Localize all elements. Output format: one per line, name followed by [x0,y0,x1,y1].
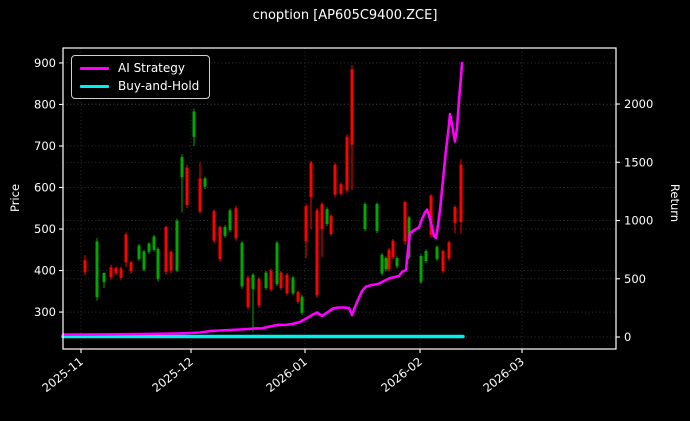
date-tick-label: 2026-02 [378,354,424,395]
candle-body [251,274,255,290]
candle-body [129,262,133,272]
candle-body [185,167,189,205]
return-tick-label: 2000 [624,97,653,111]
candle-body [339,184,343,194]
price-tick-label: 800 [34,97,56,111]
date-tick-label: 2025-11 [39,354,85,395]
price-tick-label: 500 [34,222,56,236]
legend-item-ai-strategy: AI Strategy [80,61,199,75]
ai-strategy-line-swatch [80,66,109,70]
candle-body [441,251,445,271]
candle-body [391,240,395,257]
candle-body [119,268,123,279]
candle-body [246,277,250,308]
candle-body [325,209,329,225]
price-tick-label: 900 [34,56,56,70]
candle-body [453,207,457,223]
candle-body [212,211,216,241]
legend-label-ai-strategy: AI Strategy [118,61,185,75]
candle-body [395,258,399,267]
candle-body [102,273,106,283]
candle-body [345,136,349,191]
candle-body [424,251,428,261]
candle-body [403,202,407,242]
candle-body [180,157,184,178]
date-tick-label: 2025-12 [149,354,195,395]
candle-body [429,195,433,235]
plot-border [62,47,617,350]
candle-body [380,254,384,274]
candle-body [114,268,118,274]
candle-body [375,204,379,232]
candle-body [459,164,463,222]
candle-body [240,242,244,287]
candle-body [291,277,295,294]
legend-label-buy-and-hold: Buy-and-Hold [118,79,200,93]
candle-body [279,272,283,288]
candle-body [315,210,319,296]
candle-body [192,111,196,137]
candle-body [269,270,273,290]
candle-body [164,226,168,272]
tick-labels: 300 400 500 600 700 800 900 0 500 1000 1500 2000 202… [34,56,653,395]
candle-body [300,296,304,313]
candle-body [156,248,160,279]
price-tick-label: 400 [34,264,56,278]
candle-body [304,206,308,242]
candle-body [137,245,141,259]
price-tick-label: 600 [34,180,56,194]
candle-body [124,234,128,263]
candle-body [152,236,156,250]
candle-body [363,204,367,230]
candle-body [142,251,146,270]
legend-box: AI Strategy Buy-and-Hold [71,55,211,99]
candle-body [264,272,268,288]
candle-body [320,204,324,230]
candle-body [95,241,99,298]
candle-body [257,278,261,305]
candle-body [384,258,388,270]
candle-body [218,226,222,259]
candle-body [203,178,207,187]
buy-and-hold-line-swatch [80,84,109,88]
candle-body [329,215,333,234]
price-tick-label: 700 [34,139,56,153]
candle-body [175,220,179,271]
return-tick-label: 0 [624,330,631,344]
candle-body [419,256,423,282]
candle-body [285,274,289,294]
chart-title: cnoption [AP605C9400.ZCE] [252,8,438,23]
candle-body [147,243,151,252]
candles [83,65,463,332]
candle-body [228,210,232,231]
candle-body [350,69,354,145]
date-tick-label: 2026-03 [480,354,526,395]
price-tick-label: 300 [34,305,56,319]
return-tick-label: 1500 [624,155,653,169]
candle-body [447,242,451,259]
candle-body [83,260,87,273]
candle-body [296,292,300,302]
ai-strategy-line [61,61,464,336]
legend-item-buy-and-hold: Buy-and-Hold [80,79,199,93]
date-tick-label: 2026-01 [263,354,309,395]
candle-body [223,226,227,237]
candle-body [169,251,173,271]
candle-body [109,267,113,278]
candle-body [275,242,279,285]
candle-body [198,178,202,212]
candle-body [234,208,238,239]
gridlines [63,48,616,349]
candle-body [309,162,313,198]
candle-body [435,246,439,259]
candle-body [333,164,337,195]
return-tick-label: 500 [624,272,646,286]
return-tick-label: 1000 [624,214,653,228]
tick-marks [59,62,620,353]
candle-body [387,249,391,270]
